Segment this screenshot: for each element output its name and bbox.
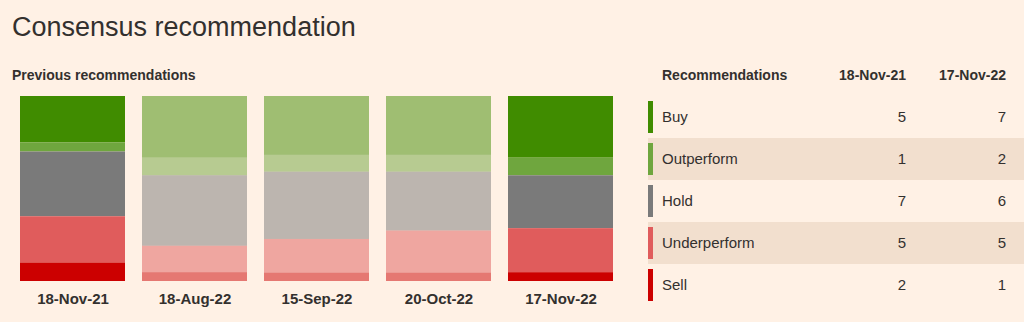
svg-text:15-Sep-22: 15-Sep-22 [282,290,353,307]
html-text:Hold: Hold [662,192,693,209]
svg-text:18-Aug-22: 18-Aug-22 [159,290,232,307]
svg-text:20-Oct-22: 20-Oct-22 [405,290,473,307]
html-text:5: 5 [997,234,1006,251]
html-text:Underperform: Underperform [662,234,755,251]
html-text:5: 5 [897,108,906,125]
html-text:7: 7 [897,192,906,209]
html-text:1: 1 [897,150,906,167]
html-text:6: 6 [997,192,1006,209]
html-text:1: 1 [997,276,1006,293]
html-text:Outperform: Outperform [662,150,738,167]
html-text:Previous recommendations: Previous recommendations [12,67,196,83]
html-text:2: 2 [897,276,906,293]
html-text:5: 5 [897,234,906,251]
html-text:Sell: Sell [662,276,687,293]
html-text:Consensus recommendation: Consensus recommendation [12,12,356,42]
html-text:18-Nov-21: 18-Nov-21 [839,67,906,83]
html-text:17-Nov-22: 17-Nov-22 [939,67,1006,83]
svg-text:18-Nov-21: 18-Nov-21 [37,290,109,307]
html-text:Recommendations: Recommendations [662,67,788,83]
html-text:Buy: Buy [662,108,688,125]
html-text:7: 7 [997,108,1006,125]
svg-text:17-Nov-22: 17-Nov-22 [525,290,597,307]
html-text:2: 2 [997,150,1006,167]
